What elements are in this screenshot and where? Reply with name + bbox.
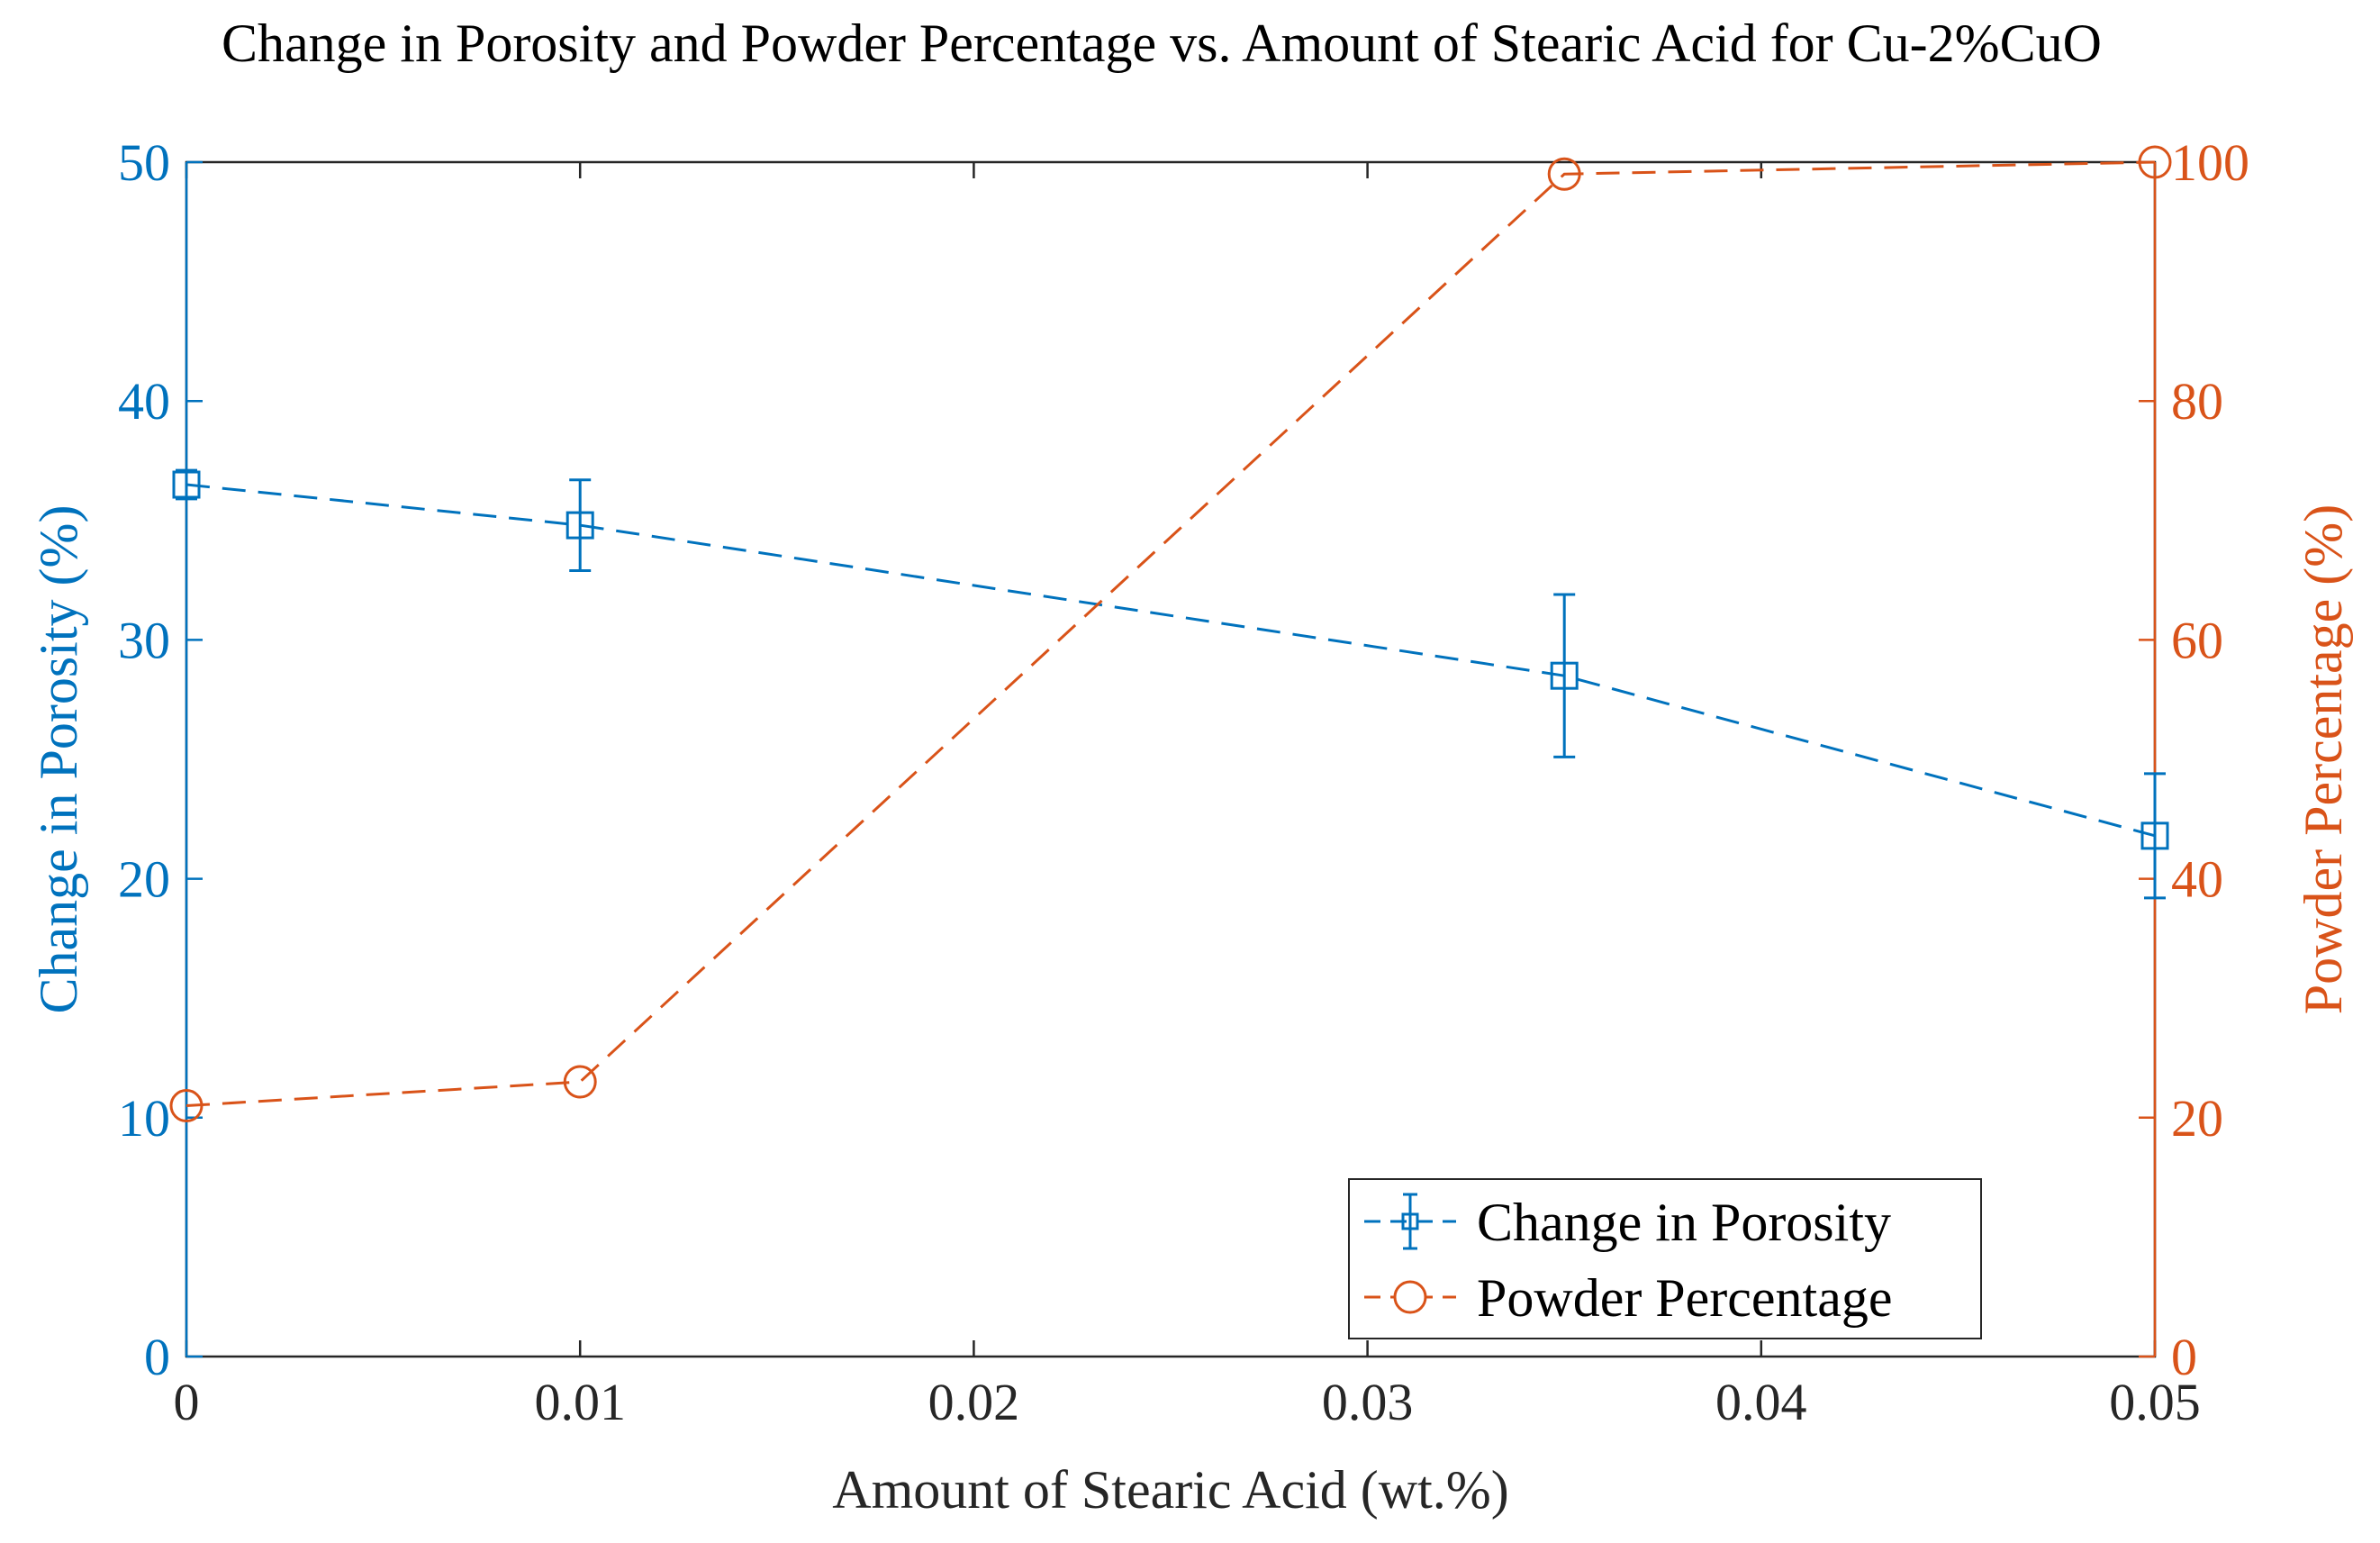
legend: Change in Porosity Powder Percentage bbox=[1348, 1178, 1982, 1339]
legend-label-porosity: Change in Porosity bbox=[1477, 1193, 1891, 1252]
legend-label-powder: Powder Percentage bbox=[1477, 1268, 1892, 1328]
porosity-point bbox=[1550, 661, 1579, 690]
series-layer bbox=[169, 145, 2172, 1123]
right-y-tick-label: 40 bbox=[2171, 850, 2223, 909]
right-y-tick-label: 60 bbox=[2171, 611, 2223, 669]
x-tick-label: 0.04 bbox=[1715, 1373, 1807, 1431]
x-tick-label: 0.02 bbox=[928, 1373, 1020, 1431]
x-tick-label: 0.03 bbox=[1322, 1373, 1414, 1431]
powder-point bbox=[563, 1065, 597, 1099]
legend-box bbox=[1348, 1178, 1982, 1339]
left-y-tick-label: 10 bbox=[118, 1089, 170, 1148]
powder-point bbox=[1547, 157, 1581, 191]
right-y-tick-label: 80 bbox=[2171, 372, 2223, 431]
left-y-axis-label: Change in Porosity (%) bbox=[29, 505, 88, 1014]
porosity-line bbox=[186, 483, 2156, 838]
legend-swatch-porosity bbox=[1364, 1193, 1456, 1250]
powder-line bbox=[186, 160, 2156, 1108]
left-y-tick-label: 30 bbox=[118, 611, 170, 669]
left-y-tick-label: 20 bbox=[118, 850, 170, 909]
porosity-point bbox=[566, 511, 594, 540]
porosity-point bbox=[2140, 821, 2169, 850]
legend-swatch-powder bbox=[1364, 1280, 1456, 1314]
powder-point bbox=[169, 1089, 204, 1123]
plot-area bbox=[185, 160, 2157, 1358]
left-y-tick-label: 50 bbox=[118, 133, 170, 192]
porosity-point bbox=[172, 470, 201, 499]
right-y-axis: 0 20 40 60 80 100 bbox=[2139, 133, 2249, 1386]
left-y-tick-label: 0 bbox=[144, 1328, 170, 1386]
powder-point bbox=[2138, 145, 2172, 179]
x-tick-label: 0 bbox=[174, 1373, 200, 1431]
right-y-tick-label: 0 bbox=[2171, 1328, 2197, 1386]
left-y-axis: 0 10 20 30 40 50 bbox=[118, 133, 203, 1386]
chart-title: Change in Porosity and Powder Percentage… bbox=[222, 14, 2102, 73]
right-y-tick-label: 20 bbox=[2171, 1089, 2223, 1148]
left-y-tick-label: 40 bbox=[118, 372, 170, 431]
x-axis-label: Amount of Stearic Acid (wt.%) bbox=[832, 1460, 1509, 1520]
right-y-axis-label: Powder Percentage (%) bbox=[2294, 504, 2353, 1014]
right-y-tick-label: 100 bbox=[2171, 133, 2249, 192]
x-tick-label: 0.05 bbox=[2109, 1373, 2201, 1431]
x-axis: 0 0.01 0.02 0.03 0.04 0.05 bbox=[174, 162, 2201, 1431]
x-tick-label: 0.01 bbox=[534, 1373, 626, 1431]
